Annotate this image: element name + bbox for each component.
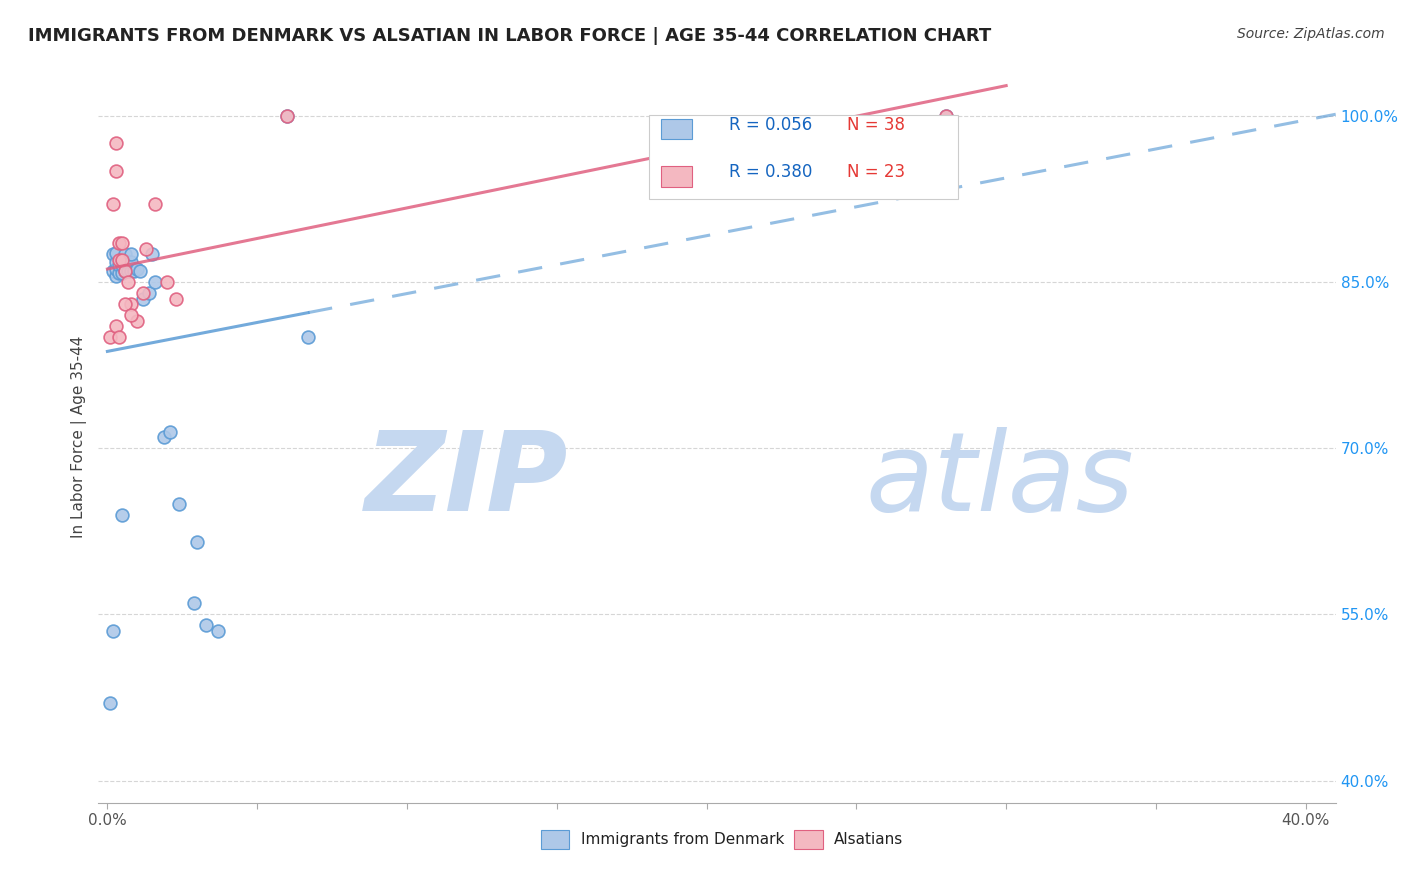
Point [103,247,125,261]
Point [111,236,134,251]
Point [165,292,187,306]
Point [297,330,319,344]
FancyBboxPatch shape [794,830,823,849]
Point [143,197,166,211]
Point [120,308,142,322]
Point [124,264,146,278]
FancyBboxPatch shape [541,830,569,849]
Point [108,252,131,267]
Point [105,319,128,334]
Point [108,330,131,344]
Point [935,109,957,123]
Y-axis label: In Labor Force | Age 35-44: In Labor Force | Age 35-44 [72,336,87,538]
Text: atlas: atlas [866,427,1135,534]
Point [105,246,128,260]
Point [111,258,134,272]
Point [117,275,139,289]
Point [207,624,229,638]
Text: IMMIGRANTS FROM DENMARK VS ALSATIAN IN LABOR FORCE | AGE 35-44 CORRELATION CHART: IMMIGRANTS FROM DENMARK VS ALSATIAN IN L… [28,27,991,45]
Point [159,425,181,439]
Point [120,247,142,261]
Point [935,109,957,123]
Text: ZIP: ZIP [366,427,568,534]
Point [120,264,142,278]
Point [132,292,155,306]
Text: Source: ZipAtlas.com: Source: ZipAtlas.com [1237,27,1385,41]
FancyBboxPatch shape [661,166,692,187]
Text: R = 0.380: R = 0.380 [730,163,813,181]
Point [114,297,136,311]
Text: Immigrants from Denmark: Immigrants from Denmark [581,832,785,847]
Point [141,247,163,261]
Point [105,255,128,269]
Text: Alsatians: Alsatians [834,832,903,847]
Point [169,497,191,511]
Point [117,255,139,269]
Point [195,618,218,632]
Point [111,508,134,522]
Text: N = 23: N = 23 [846,163,905,181]
Point [100,330,122,344]
Point [276,109,298,123]
Point [120,297,142,311]
Point [100,696,122,710]
Point [114,264,136,278]
Point [105,136,128,151]
Point [143,275,166,289]
Point [114,264,136,278]
Point [132,285,155,300]
Text: R = 0.056: R = 0.056 [730,116,813,134]
Point [127,314,149,328]
Point [105,269,128,284]
Point [127,261,149,276]
Point [117,264,139,278]
Point [111,252,134,267]
Point [120,255,142,269]
Point [186,535,208,549]
Point [108,258,131,272]
Point [138,285,160,300]
FancyBboxPatch shape [661,119,692,139]
Point [108,266,131,280]
FancyBboxPatch shape [650,115,959,200]
Point [103,197,125,211]
Point [129,264,152,278]
Point [156,275,179,289]
Point [108,236,131,251]
Point [105,261,128,276]
Point [135,242,157,256]
Text: N = 38: N = 38 [846,116,905,134]
Point [183,596,205,610]
Point [276,109,298,123]
Point [103,264,125,278]
Point [105,164,128,178]
Point [114,255,136,269]
Point [111,266,134,280]
Point [114,247,136,261]
Point [103,624,125,638]
Point [153,430,176,444]
